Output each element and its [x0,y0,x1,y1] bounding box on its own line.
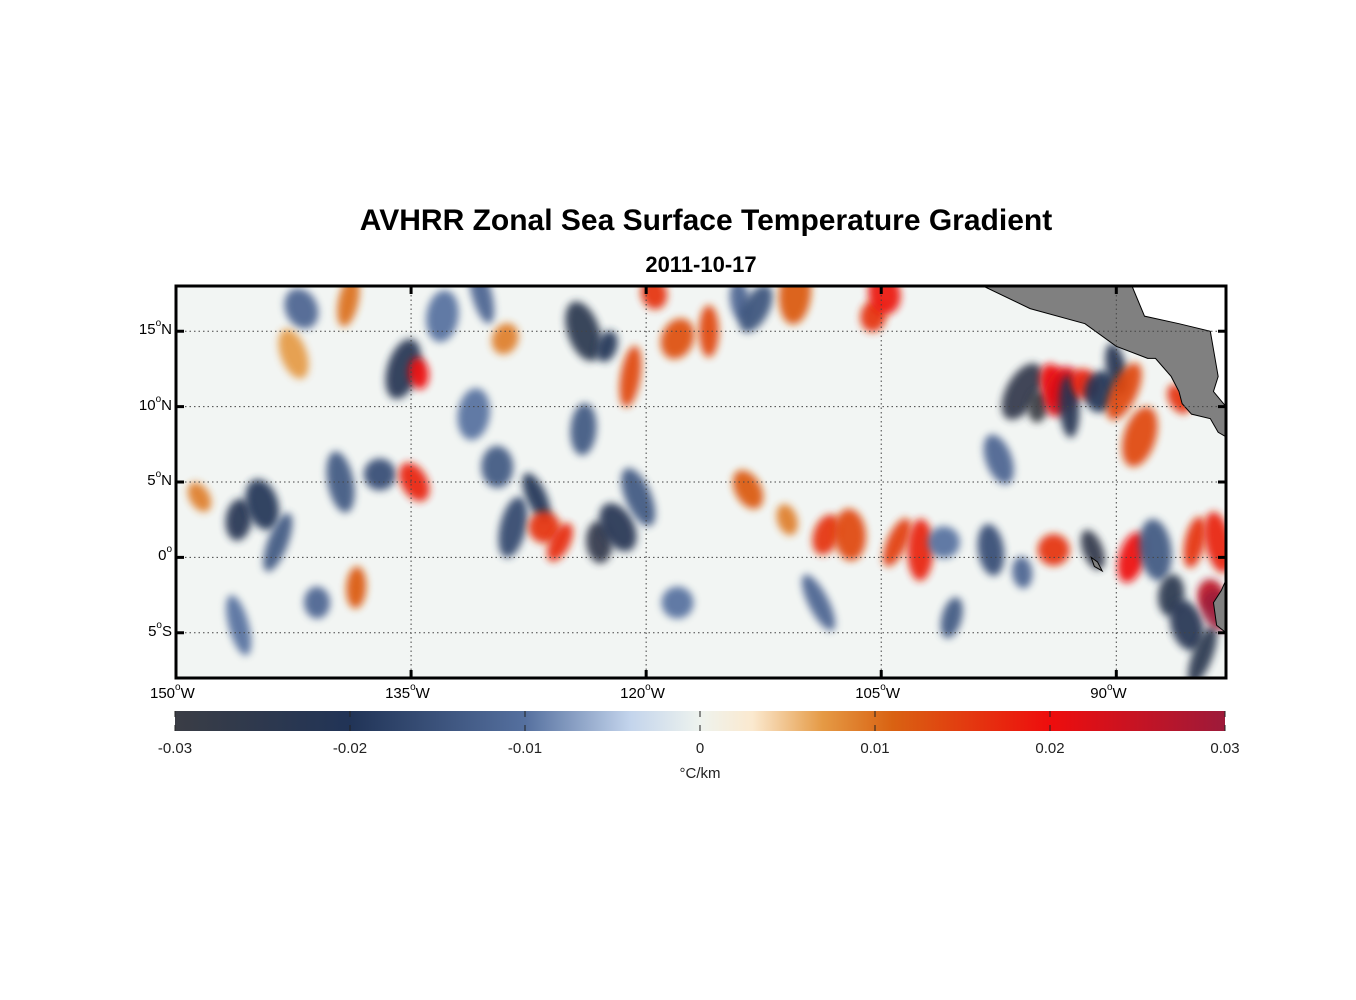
colorbar-tick-label: 0.02 [1035,740,1065,757]
gradient-feature [304,586,331,619]
gradient-feature [1001,363,1043,420]
gradient-feature [398,462,430,502]
gradient-feature [812,514,841,556]
frame-ticks [174,286,1226,678]
lon-tick-label: 90oW [1090,682,1127,702]
gradient-feature [927,526,960,559]
gradient-feature [732,470,764,509]
colorbar [175,711,1225,731]
lat-tick-label: 0o [158,544,172,565]
gradient-feature [596,330,618,362]
gradient-feature [599,503,637,552]
gradient-feature [457,388,491,440]
gradient-feature [469,286,495,324]
gradient-feature [1169,599,1204,651]
lon-tick-label: 135oW [385,682,430,702]
gradient-feature [245,479,280,530]
land-south-america [1212,579,1226,634]
land-mask [982,286,1226,634]
colorbar-ticks [174,711,1226,731]
gradient-feature [408,357,429,390]
colorbar-unit-label: °C/km [679,765,721,782]
gradient-feature [1183,516,1206,568]
gradient-feature [226,595,252,656]
gradient-feature [481,445,514,488]
gradient-feature [225,498,252,541]
gradient-field [187,286,1226,678]
gradient-feature [1106,362,1142,421]
lon-tick-label: 105oW [855,682,900,702]
gradient-feature [619,345,642,408]
gradient-feature [882,518,911,567]
gradient-feature [621,468,656,527]
gradient-feature [546,523,574,562]
gradient-feature [833,508,866,561]
lat-tick-label: 15oN [138,318,172,339]
gradient-feature [491,323,519,355]
colorbar-tick-label: -0.01 [507,740,543,757]
gradient-feature [776,504,798,536]
gradient-feature [1012,556,1033,589]
gradient-feature [426,290,459,342]
colorbar-tick-label: 0.01 [860,740,890,757]
lat-tick-label: 5oN [147,469,172,489]
lat-tick-label: 10oN [138,393,172,414]
gradient-feature [346,566,367,609]
gradient-feature [739,286,773,333]
gradient-feature [801,574,836,631]
gradient-feature [1080,529,1105,570]
gradient-feature [528,511,561,544]
gradient-feature [278,329,309,379]
colorbar-tick-label: 0 [695,740,705,757]
caribbean-sea [1131,286,1226,408]
land-galapagos [1090,556,1104,573]
gradient-feature [640,286,668,310]
colorbar-tick-label: 0.03 [1210,740,1240,757]
lat-tick-label: 5oS [148,619,172,640]
gradient-feature [570,403,597,456]
gradient-feature [326,451,355,513]
gradient-feature [337,286,360,327]
gradient-feature [778,286,812,325]
gradient-feature [522,472,551,522]
gradient-feature [977,524,1005,576]
gradient-feature [660,318,695,360]
gradient-feature [940,597,963,639]
colorbar-tick-label: -0.03 [157,740,193,757]
gradient-feature [565,301,602,362]
gradient-feature [1139,519,1172,581]
lon-tick-label: 150oW [150,682,195,702]
gradient-feature [498,496,528,558]
gradient-feature [907,518,934,581]
chart-subtitle: 2011-10-17 [645,252,757,277]
gradient-feature [284,288,319,329]
colorbar-tick-label: -0.02 [332,740,368,757]
gradient-feature [1187,626,1218,678]
gradient-feature [1027,390,1049,423]
lon-tick-label: 120oW [620,682,665,702]
chart-title: AVHRR Zonal Sea Surface Temperature Grad… [359,204,1053,237]
gradient-feature [983,434,1014,485]
gradient-feature [661,586,694,619]
gradient-feature [1122,406,1158,467]
gradient-feature [868,286,901,315]
gradient-feature [187,482,212,512]
gradient-feature [698,305,719,358]
